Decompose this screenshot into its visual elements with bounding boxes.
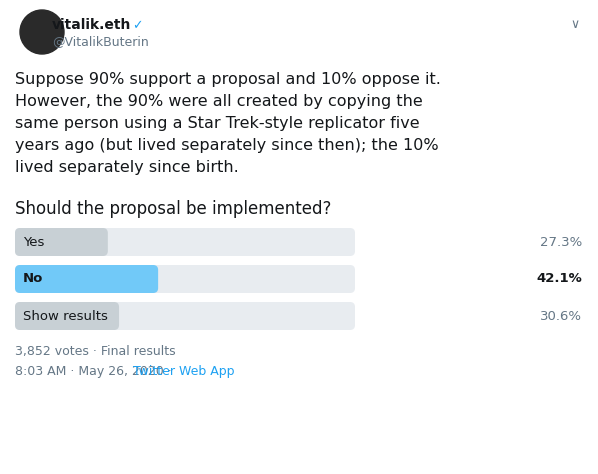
FancyBboxPatch shape [15, 228, 355, 256]
Text: 30.6%: 30.6% [540, 310, 582, 322]
FancyBboxPatch shape [15, 302, 119, 330]
Text: Should the proposal be implemented?: Should the proposal be implemented? [15, 200, 331, 218]
Text: Show results: Show results [23, 310, 108, 322]
Text: 8:03 AM · May 26, 2020 ·: 8:03 AM · May 26, 2020 · [15, 365, 176, 378]
Text: vitalik.eth: vitalik.eth [52, 18, 132, 32]
Text: ✓: ✓ [132, 19, 142, 32]
Text: 3,852 votes · Final results: 3,852 votes · Final results [15, 345, 176, 358]
Text: lived separately since birth.: lived separately since birth. [15, 160, 239, 175]
Text: No: No [23, 273, 44, 285]
FancyBboxPatch shape [15, 228, 108, 256]
Circle shape [20, 10, 64, 54]
Text: @VitalikButerin: @VitalikButerin [52, 35, 149, 48]
Text: However, the 90% were all created by copying the: However, the 90% were all created by cop… [15, 94, 423, 109]
Text: years ago (but lived separately since then); the 10%: years ago (but lived separately since th… [15, 138, 438, 153]
Text: same person using a Star Trek-style replicator five: same person using a Star Trek-style repl… [15, 116, 420, 131]
Text: 27.3%: 27.3% [540, 236, 582, 248]
FancyBboxPatch shape [15, 265, 158, 293]
FancyBboxPatch shape [15, 302, 355, 330]
Text: Twitter Web App: Twitter Web App [133, 365, 234, 378]
Text: Yes: Yes [23, 236, 44, 248]
Text: ∨: ∨ [571, 18, 580, 31]
Text: 42.1%: 42.1% [536, 273, 582, 285]
Text: Suppose 90% support a proposal and 10% oppose it.: Suppose 90% support a proposal and 10% o… [15, 72, 441, 87]
FancyBboxPatch shape [15, 265, 355, 293]
